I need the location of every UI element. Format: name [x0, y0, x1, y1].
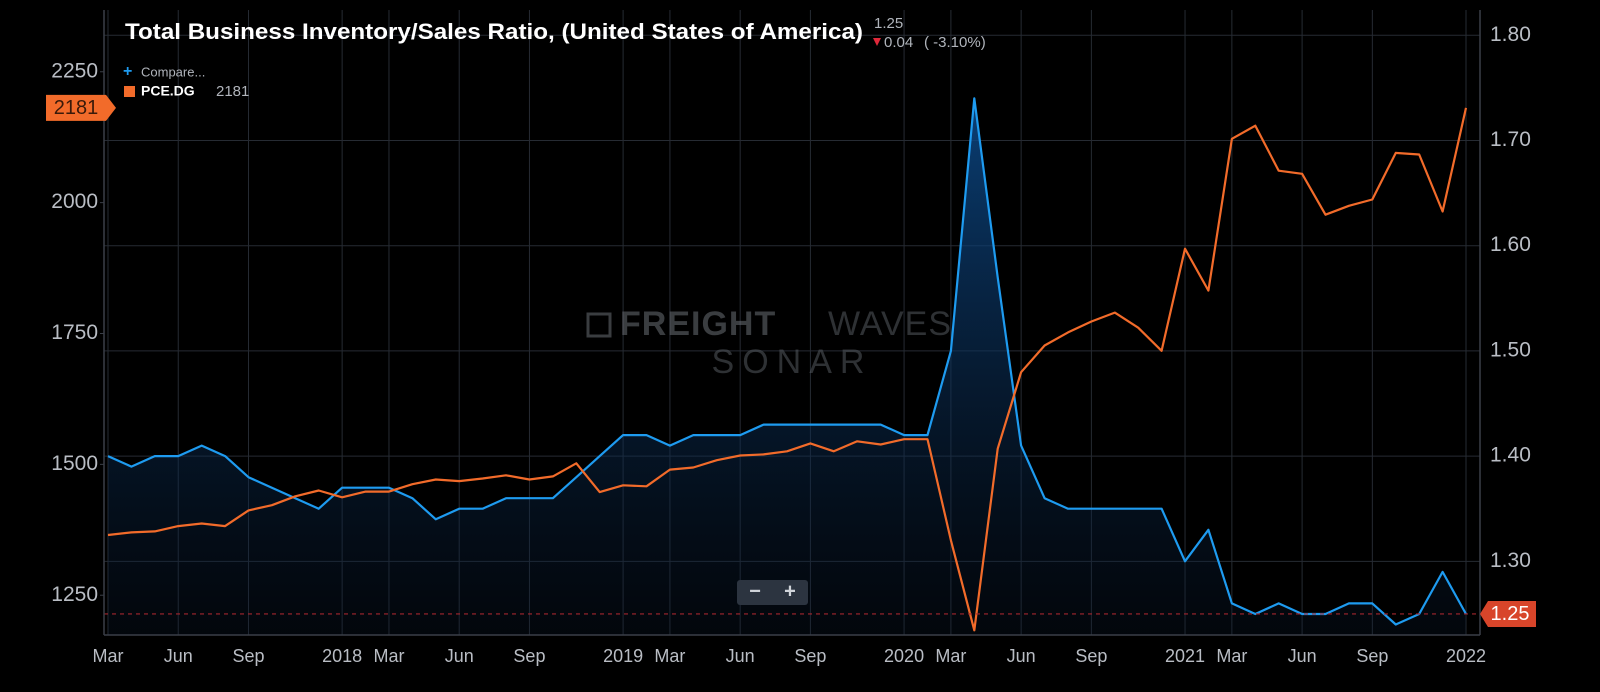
chart-title: Total Business Inventory/Sales Ratio, (U…	[125, 19, 863, 44]
x-tick-label: Mar	[935, 646, 966, 666]
x-tick-label: Mar	[654, 646, 685, 666]
y-tick-label: 1750	[51, 321, 98, 344]
last-value-label: 1.25	[1491, 603, 1530, 625]
x-tick-label: 2021	[1165, 646, 1205, 666]
compare-button[interactable]: Compare...	[141, 64, 205, 79]
x-tick-label: Jun	[164, 646, 193, 666]
x-tick-label: Mar	[1216, 646, 1247, 666]
legend-swatch	[124, 86, 135, 97]
x-tick-label: Jun	[1288, 646, 1317, 666]
last-value-badge	[1480, 600, 1536, 627]
x-tick-label: Sep	[232, 646, 264, 666]
x-tick-label: Sep	[1356, 646, 1388, 666]
x-tick-label: 2020	[884, 646, 924, 666]
y-tick-label: 2000	[51, 190, 98, 213]
y-tick-label: 1500	[51, 452, 98, 475]
x-tick-label: Jun	[1007, 646, 1036, 666]
zoom-controls	[737, 580, 808, 605]
y2-tick-label: 1.80	[1490, 23, 1531, 46]
zoom-in[interactable]: +	[784, 580, 796, 602]
x-tick-label: 2022	[1446, 646, 1486, 666]
compare-icon[interactable]: +	[123, 63, 132, 80]
last-value-badge	[46, 94, 116, 121]
series-line	[107, 107, 1468, 632]
x-tick-label: Sep	[794, 646, 826, 666]
change-pct: ( -3.10%)	[924, 34, 986, 51]
down-arrow	[873, 38, 881, 46]
zoom-out[interactable]: −	[749, 580, 761, 602]
x-tick-label: Sep	[513, 646, 545, 666]
y-tick-label: 1250	[51, 583, 98, 606]
last-value-label: 2181	[54, 97, 99, 119]
x-tick-label: 2018	[322, 646, 362, 666]
watermark-text: FREIGHT	[620, 305, 776, 343]
y2-tick-label: 1.40	[1490, 444, 1531, 467]
x-tick-label: Mar	[373, 646, 404, 666]
watermark-text: WAVES	[828, 305, 952, 343]
x-tick-label: Mar	[93, 646, 124, 666]
x-tick-label: Jun	[445, 646, 474, 666]
change: 0.04	[884, 34, 913, 51]
axes: 1.30 1.40 1.50 1.60 1.70 1.80 1250 1500 1750 2000…	[46, 10, 1536, 666]
y2-tick-label: 1.50	[1490, 338, 1531, 361]
watermark-logo	[586, 312, 612, 338]
plot	[104, 97, 1480, 635]
y-tick-label: 2250	[51, 59, 98, 82]
x-tick-label: 2019	[603, 646, 643, 666]
legend-label: PCE.DG	[141, 83, 195, 99]
legend-value: 2181	[216, 83, 249, 100]
watermark: FREIGHT WAVES SONAR	[586, 305, 952, 381]
y2-tick-label: 1.70	[1490, 128, 1531, 151]
x-tick-label: Sep	[1075, 646, 1107, 666]
x-tick-label: Jun	[726, 646, 755, 666]
watermark-text: SONAR	[712, 343, 873, 381]
current-value: 1.25	[874, 15, 903, 32]
y2-tick-label: 1.60	[1490, 233, 1531, 256]
y2-tick-label: 1.30	[1490, 549, 1531, 572]
series-area	[108, 98, 1466, 635]
